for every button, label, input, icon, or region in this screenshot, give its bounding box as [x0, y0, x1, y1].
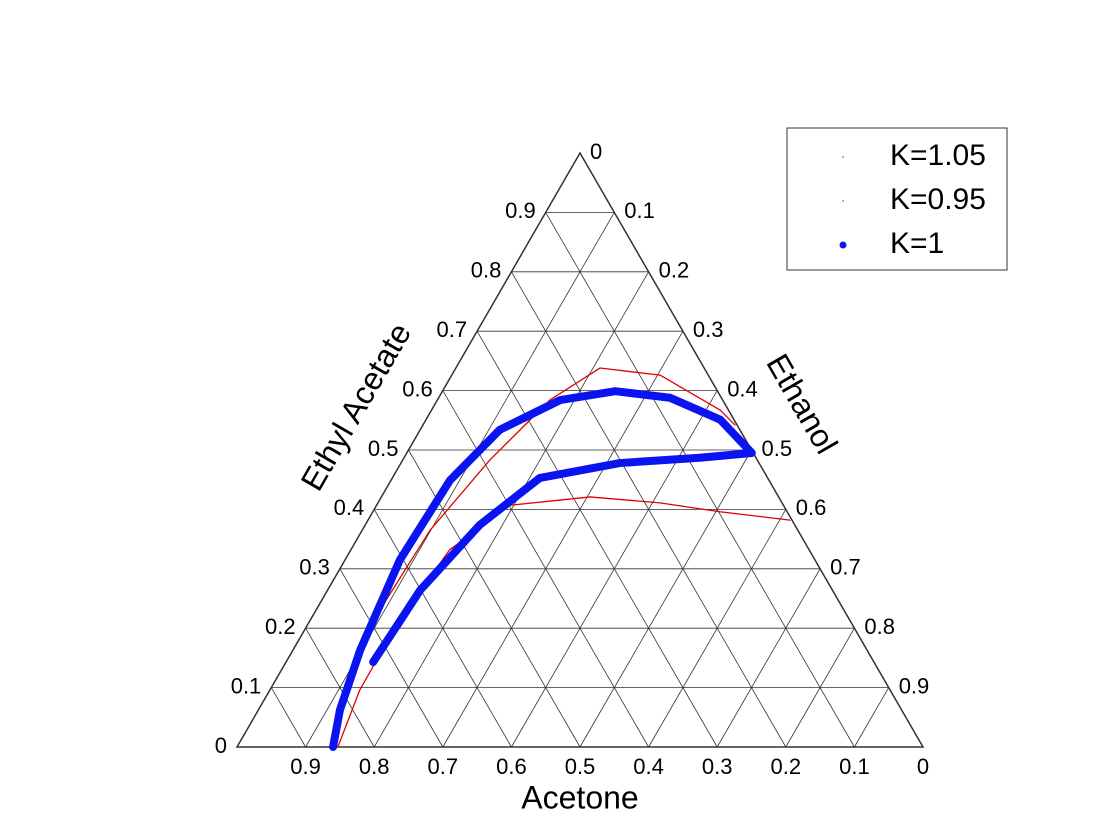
- grid-line: [442, 330, 684, 748]
- bottom-tick-label: 0.6: [496, 754, 527, 779]
- bottom-axis-title: Acetone: [521, 779, 638, 815]
- grid-line: [339, 568, 444, 748]
- legend-label: K=0.95: [890, 183, 986, 216]
- bottom-tick-label: 0.4: [633, 754, 664, 779]
- right-tick-label: 0.6: [796, 495, 827, 520]
- bottom-tick-label: 0.2: [771, 754, 802, 779]
- grid-line: [854, 687, 890, 748]
- grid-line: [373, 271, 649, 748]
- right-tick-label: 0.2: [659, 258, 690, 283]
- grid-line: [579, 449, 752, 748]
- left-tick-label: 0.9: [505, 198, 536, 223]
- left-tick-label: 0.5: [368, 436, 399, 461]
- left-tick-label: 0.2: [265, 614, 296, 639]
- grid-line: [648, 509, 787, 748]
- left-tick-label: 0: [215, 733, 227, 758]
- bottom-tick-label: 0: [917, 754, 929, 779]
- legend-marker: [842, 156, 844, 158]
- series-line: [329, 367, 736, 748]
- left-tick-label: 0.3: [299, 555, 330, 580]
- bottom-tick-label: 0.5: [565, 754, 596, 779]
- right-tick-label: 0.7: [830, 555, 861, 580]
- bottom-tick-label: 0.9: [290, 754, 321, 779]
- bottom-tick-label: 0.7: [428, 754, 459, 779]
- right-tick-label: 0.5: [762, 436, 793, 461]
- right-tick-label: 0: [590, 139, 602, 164]
- left-axis-title: Ethyl Acetate: [294, 317, 419, 497]
- grid-line: [511, 390, 718, 748]
- left-tick-label: 0.7: [437, 317, 468, 342]
- left-tick-label: 0.4: [334, 495, 365, 520]
- right-tick-label: 0.1: [624, 198, 655, 223]
- right-tick-label: 0.8: [864, 614, 895, 639]
- left-tick-label: 0.6: [402, 376, 433, 401]
- left-tick-label: 0.8: [471, 258, 502, 283]
- series-line: [329, 387, 756, 751]
- left-tick-label: 0.1: [231, 673, 262, 698]
- grid-line: [270, 687, 306, 748]
- grid-line: [408, 449, 581, 748]
- series-line: [337, 496, 791, 748]
- grid-line: [716, 568, 821, 748]
- right-tick-label: 0.4: [727, 376, 758, 401]
- grid-line: [785, 627, 855, 748]
- bottom-tick-label: 0.1: [839, 754, 870, 779]
- curves: [329, 367, 791, 751]
- right-tick-label: 0.9: [899, 673, 930, 698]
- legend-marker: [842, 200, 844, 202]
- right-tick-label: 0.3: [693, 317, 724, 342]
- bottom-tick-label: 0.8: [359, 754, 390, 779]
- grid-line: [545, 212, 855, 748]
- grid-line: [476, 330, 718, 748]
- legend-box: [786, 127, 1008, 271]
- legend-label: K=1: [890, 227, 944, 260]
- legend-label: K=1.05: [890, 139, 986, 172]
- bottom-tick-label: 0.3: [702, 754, 733, 779]
- grid: [236, 152, 924, 748]
- legend-marker: [839, 241, 847, 249]
- grid-line: [236, 152, 581, 748]
